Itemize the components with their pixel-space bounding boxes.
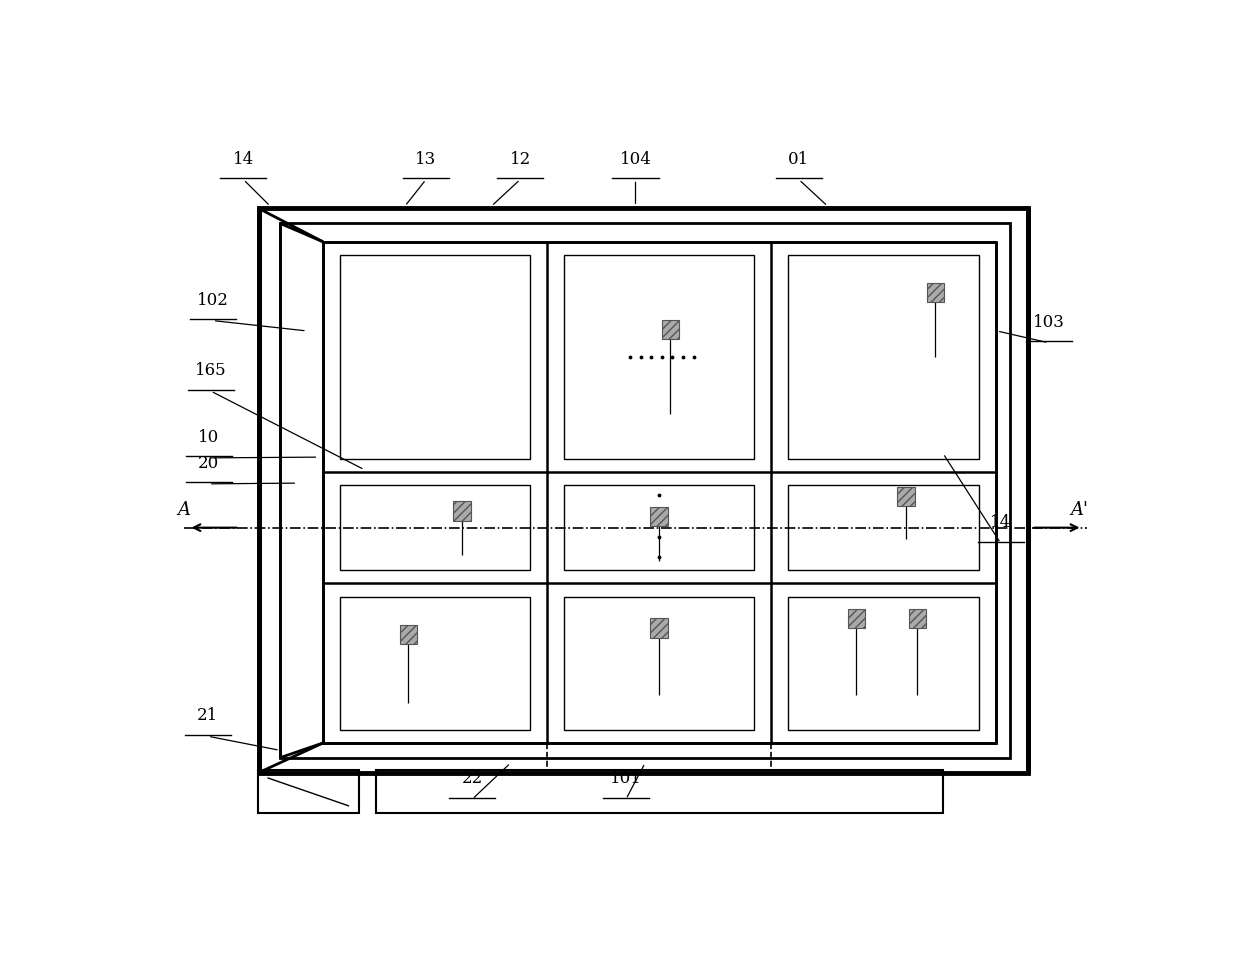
Text: 102: 102 xyxy=(197,292,228,308)
Bar xyxy=(651,618,667,637)
Text: 104: 104 xyxy=(620,150,651,168)
Bar xyxy=(564,597,754,730)
Text: 10: 10 xyxy=(198,429,219,446)
Bar xyxy=(789,255,978,459)
Bar xyxy=(454,501,471,521)
Bar xyxy=(258,770,358,814)
Text: 14: 14 xyxy=(233,150,254,168)
Bar xyxy=(280,224,1011,758)
Text: 21: 21 xyxy=(197,708,218,724)
Text: 01: 01 xyxy=(789,150,810,168)
Bar xyxy=(376,770,942,814)
Bar xyxy=(848,609,866,629)
Bar xyxy=(564,255,754,459)
Text: 20: 20 xyxy=(198,455,219,472)
Bar xyxy=(651,507,667,526)
Text: 13: 13 xyxy=(415,150,436,168)
Bar xyxy=(926,282,944,302)
Text: 14: 14 xyxy=(990,515,1012,531)
Text: 101: 101 xyxy=(610,770,642,788)
Bar xyxy=(341,485,529,570)
Text: A': A' xyxy=(1070,500,1089,519)
Text: 12: 12 xyxy=(510,150,531,168)
Bar xyxy=(341,597,529,730)
Bar xyxy=(259,208,1028,772)
Bar xyxy=(662,320,678,339)
Bar xyxy=(399,625,417,644)
Text: 103: 103 xyxy=(1033,314,1065,331)
Text: A: A xyxy=(177,500,190,519)
Bar xyxy=(324,242,996,743)
Bar xyxy=(341,255,529,459)
Bar xyxy=(789,485,978,570)
Bar xyxy=(909,609,926,629)
Bar xyxy=(564,485,754,570)
Text: 165: 165 xyxy=(195,362,227,379)
Bar xyxy=(898,487,915,506)
Bar xyxy=(789,597,978,730)
Text: 22: 22 xyxy=(461,770,482,788)
